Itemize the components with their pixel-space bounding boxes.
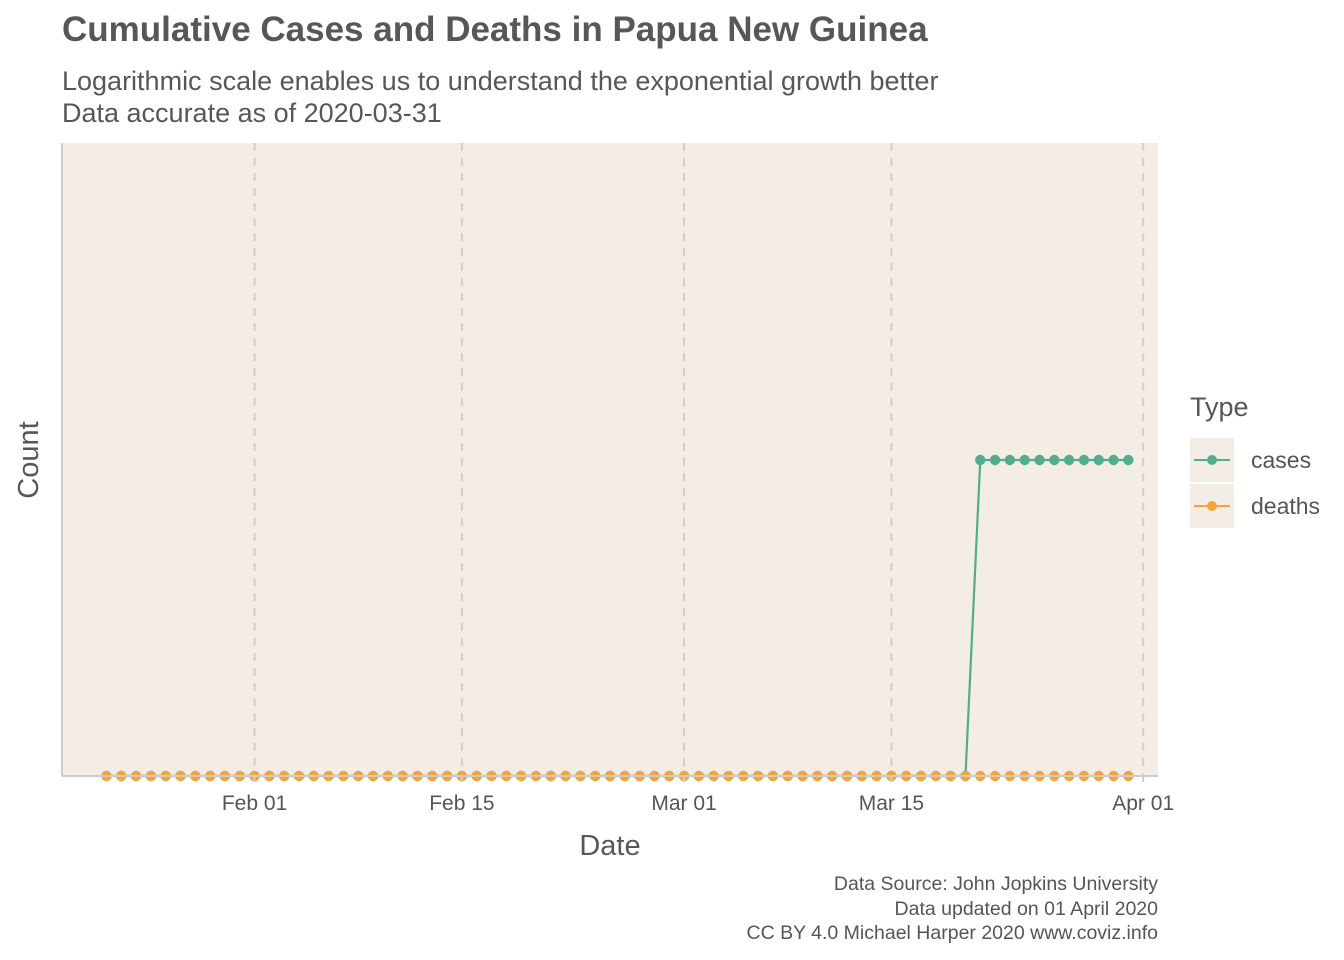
legend-label-deaths: deaths [1251,493,1321,519]
legend-item-deaths: deaths [1190,484,1340,528]
legend-label-cases: cases [1251,447,1312,473]
x-axis-label: Date [579,830,640,862]
x-tick-label: Mar 01 [651,792,716,815]
x-tick-label: Feb 01 [222,792,287,815]
data-point-cases [1034,454,1045,466]
chart-title: Cumulative Cases and Deaths in Papua New… [62,10,928,49]
gridlines [253,143,1145,776]
data-point-cases [1049,454,1060,466]
data-point-cases [1093,454,1104,466]
legend-swatch-deaths [1194,501,1230,511]
x-tick-label: Feb 15 [429,792,494,815]
legend-key-deaths [1190,484,1234,528]
legend-item-cases: cases [1190,438,1340,482]
chart-subtitle-date: Data accurate as of 2020-03-31 [62,98,442,128]
caption-source: Data Source: John Jopkins University [833,873,1158,895]
caption-license: CC BY 4.0 Michael Harper 2020 www.coviz.… [746,922,1159,944]
data-point-cases [1108,454,1119,466]
data-point-cases [975,454,986,466]
x-ticks: Feb 01 Feb 15 Mar 01 Mar 15 Apr 01 [222,776,1174,815]
legend-key-cases [1190,438,1234,482]
data-point-cases [1078,454,1090,466]
x-tick-label: Apr 01 [1112,792,1174,815]
data-point-cases [989,454,1001,466]
data-point-cases [1019,454,1030,466]
y-axis-label: Count [13,421,45,498]
x-tick-label: Mar 15 [859,792,924,815]
chart-subtitle: Logarithmic scale enables us to understa… [62,66,939,96]
caption-updated: Data updated on 01 April 2020 [894,898,1158,920]
data-point-cases [1123,454,1134,466]
data-point-cases [1063,454,1075,466]
legend-swatch-cases [1194,455,1230,465]
legend-title: Type [1190,392,1249,422]
data-point-cases [1004,454,1016,466]
